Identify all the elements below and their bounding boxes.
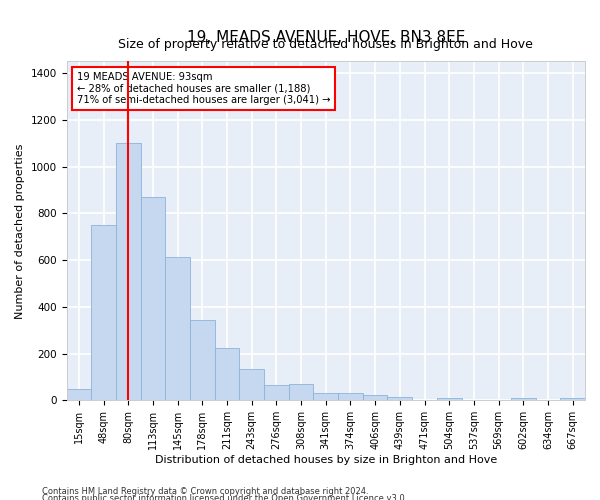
Bar [116,143,140,401]
Bar [313,394,338,400]
Bar [511,398,536,400]
X-axis label: Distribution of detached houses by size in Brighton and Hove: Distribution of detached houses by size … [155,455,497,465]
Bar [388,397,412,400]
Bar [67,388,91,400]
Bar [560,398,585,400]
Bar [437,398,461,400]
Bar [338,394,363,400]
Bar [91,225,116,400]
Y-axis label: Number of detached properties: Number of detached properties [15,143,25,318]
Bar [363,395,388,400]
Text: Contains HM Land Registry data © Crown copyright and database right 2024.: Contains HM Land Registry data © Crown c… [42,487,368,496]
Bar [264,385,289,400]
Title: 19, MEADS AVENUE, HOVE, BN3 8EE: 19, MEADS AVENUE, HOVE, BN3 8EE [187,30,465,45]
Bar [165,256,190,400]
Bar [190,320,215,400]
Bar [140,197,165,400]
Bar [239,369,264,400]
Bar [289,384,313,400]
Bar [215,348,239,401]
Text: Contains public sector information licensed under the Open Government Licence v3: Contains public sector information licen… [42,494,407,500]
Text: 19 MEADS AVENUE: 93sqm
← 28% of detached houses are smaller (1,188)
71% of semi-: 19 MEADS AVENUE: 93sqm ← 28% of detached… [77,72,331,105]
Text: Size of property relative to detached houses in Brighton and Hove: Size of property relative to detached ho… [118,38,533,52]
